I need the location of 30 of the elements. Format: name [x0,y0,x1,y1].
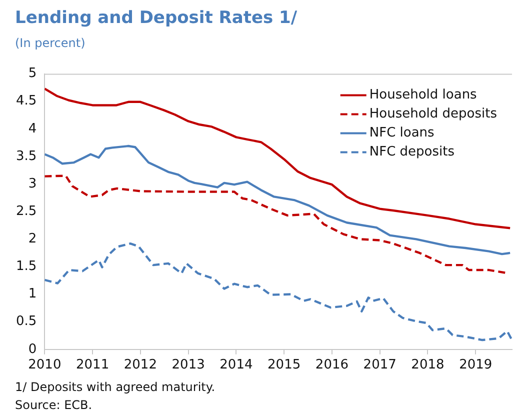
y-tick-label: 5 [28,66,37,82]
y-tick-label: 3 [28,176,37,192]
x-tick-label: 2017 [363,358,396,373]
text: 1/ Deposits with agreed maturity. [15,379,216,396]
y-tick-label: 1 [28,286,37,302]
legend-label: Household loans [369,88,478,103]
x-tick-label: 2014 [220,358,253,373]
x-tick-label: 2016 [315,358,349,373]
x-tick-label: 2018 [411,358,444,373]
x-tick-label: 2015 [268,358,301,373]
x-tick-label: 2012 [124,358,157,373]
y-tick-label: 2 [28,232,37,247]
chart-subtitle: (In percent) [15,36,86,50]
y-tick-label: 0 [28,342,37,357]
legend-label: NFC loans [369,126,435,141]
legend-label: NFC deposits [369,144,455,160]
y-tick-label: 4 [28,121,37,136]
y-tick-label: 3.5 [16,148,37,164]
line-series [44,242,512,342]
chart-title: Lending and Deposit Rates 1/ [15,8,298,28]
y-tick-label: 0.5 [16,314,37,330]
source-note: Source: ECB. [15,397,94,414]
x-tick-label: 2013 [172,358,205,373]
y-tick-label: 2.5 [16,204,37,219]
x-tick-label: 2010 [28,358,62,373]
y-tick-label: 1.5 [16,259,37,274]
legend-label: Household deposits [369,106,498,122]
x-tick-label: 2011 [76,358,110,373]
x-tick-label: 2019 [459,358,492,373]
y-tick-label: 4.5 [16,94,37,109]
